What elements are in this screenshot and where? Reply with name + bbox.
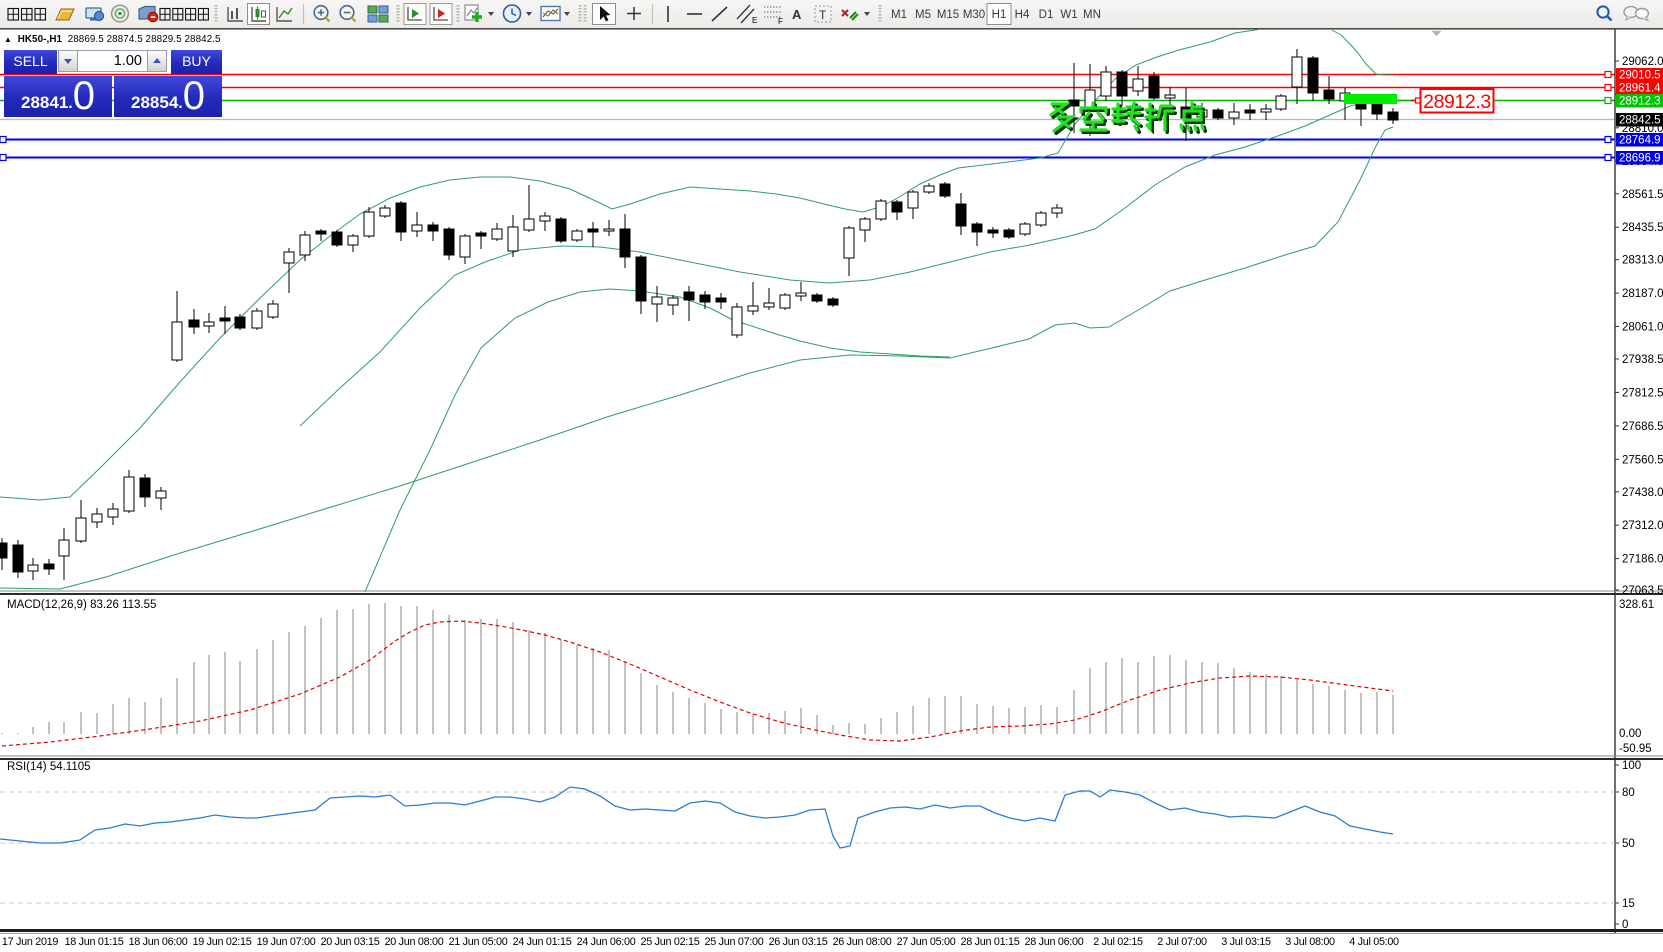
svg-text:3 Jul 03:15: 3 Jul 03:15 [1221, 936, 1271, 948]
svg-text:28912.3: 28912.3 [1423, 91, 1491, 113]
svg-text:25 Jun 07:00: 25 Jun 07:00 [705, 936, 764, 948]
svg-text:29062.0: 29062.0 [1622, 56, 1663, 68]
svg-text:50: 50 [1622, 838, 1635, 850]
svg-text:3 Jul 08:00: 3 Jul 08:00 [1285, 936, 1335, 948]
svg-text:27 Jun 05:00: 27 Jun 05:00 [897, 936, 956, 948]
svg-text:27063.5: 27063.5 [1622, 585, 1663, 597]
svg-text:24 Jun 01:15: 24 Jun 01:15 [513, 936, 572, 948]
svg-text:26 Jun 03:15: 26 Jun 03:15 [769, 936, 828, 948]
svg-text:19 Jun 07:00: 19 Jun 07:00 [257, 936, 316, 948]
svg-text:T: T [819, 8, 827, 22]
svg-text:E: E [752, 16, 757, 25]
svg-text:M1: M1 [891, 9, 907, 21]
svg-text:18 Jun 06:00: 18 Jun 06:00 [129, 936, 188, 948]
svg-text:21 Jun 05:00: 21 Jun 05:00 [449, 936, 508, 948]
svg-text:RSI(14) 54.1105: RSI(14) 54.1105 [7, 761, 91, 773]
svg-text:0.00: 0.00 [1619, 728, 1641, 740]
svg-text:F: F [778, 17, 783, 26]
svg-text:28764.9: 28764.9 [1619, 135, 1661, 147]
svg-text:28187.0: 28187.0 [1622, 288, 1663, 300]
svg-text:29010.5: 29010.5 [1619, 70, 1661, 82]
svg-text:20 Jun 03:15: 20 Jun 03:15 [321, 936, 380, 948]
svg-text:28313.0: 28313.0 [1622, 255, 1663, 267]
svg-text:19 Jun 02:15: 19 Jun 02:15 [193, 936, 252, 948]
svg-text:27686.5: 27686.5 [1622, 421, 1663, 433]
svg-text:4 Jul 05:00: 4 Jul 05:00 [1349, 936, 1399, 948]
svg-text:28842.5: 28842.5 [1619, 115, 1661, 127]
svg-text:2 Jul 07:00: 2 Jul 07:00 [1157, 936, 1207, 948]
svg-text:28912.3: 28912.3 [1619, 96, 1661, 108]
svg-text:H1: H1 [992, 9, 1007, 21]
svg-text:25 Jun 02:15: 25 Jun 02:15 [641, 936, 700, 948]
svg-text:27312.0: 27312.0 [1622, 520, 1663, 532]
svg-text:17 Jun 2019: 17 Jun 2019 [2, 936, 58, 948]
svg-text:W1: W1 [1060, 9, 1077, 21]
svg-text:28561.5: 28561.5 [1622, 189, 1663, 201]
svg-text:M15: M15 [937, 9, 959, 21]
svg-text:100: 100 [1622, 760, 1641, 772]
svg-text:28 Jun 06:00: 28 Jun 06:00 [1025, 936, 1084, 948]
svg-text:27560.5: 27560.5 [1622, 454, 1663, 466]
svg-text:-50.95: -50.95 [1619, 743, 1652, 755]
svg-text:20 Jun 08:00: 20 Jun 08:00 [385, 936, 444, 948]
svg-text:27186.0: 27186.0 [1622, 554, 1663, 566]
svg-text:M30: M30 [963, 9, 985, 21]
svg-text:D1: D1 [1039, 9, 1054, 21]
svg-text:M5: M5 [915, 9, 931, 21]
svg-text:28061.0: 28061.0 [1622, 322, 1663, 334]
svg-text:28435.5: 28435.5 [1622, 222, 1663, 234]
svg-text:0: 0 [1622, 919, 1628, 931]
svg-text:2 Jul 02:15: 2 Jul 02:15 [1093, 936, 1143, 948]
svg-text:28696.9: 28696.9 [1619, 153, 1661, 165]
svg-text:28 Jun 01:15: 28 Jun 01:15 [961, 936, 1020, 948]
svg-text:24 Jun 06:00: 24 Jun 06:00 [577, 936, 636, 948]
svg-text:27938.5: 27938.5 [1622, 354, 1663, 366]
svg-text:MN: MN [1083, 9, 1101, 21]
svg-text:18 Jun 01:15: 18 Jun 01:15 [65, 936, 124, 948]
svg-text:328.61: 328.61 [1619, 599, 1654, 611]
svg-text:28961.4: 28961.4 [1619, 83, 1661, 95]
svg-text:H4: H4 [1015, 9, 1030, 21]
svg-text:27812.5: 27812.5 [1622, 387, 1663, 399]
svg-text:A: A [792, 7, 802, 22]
svg-text:27438.0: 27438.0 [1622, 487, 1663, 499]
svg-text:MACD(12,26,9) 83.26 113.55: MACD(12,26,9) 83.26 113.55 [7, 599, 156, 611]
svg-text:15: 15 [1622, 898, 1635, 910]
svg-text:80: 80 [1622, 787, 1635, 799]
svg-text:26 Jun 08:00: 26 Jun 08:00 [833, 936, 892, 948]
